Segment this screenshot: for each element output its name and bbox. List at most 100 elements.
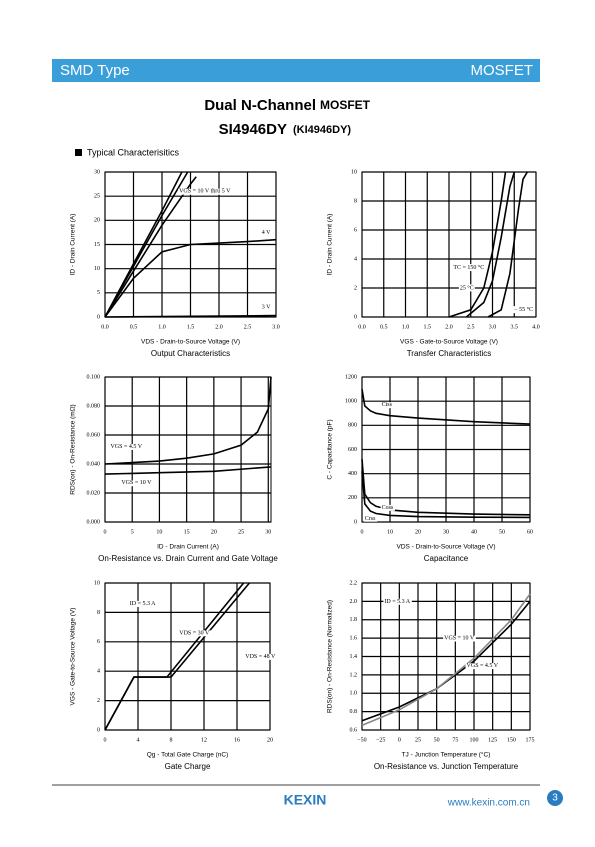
y-tick-label: 2 bbox=[354, 285, 357, 291]
annotation-bg bbox=[452, 264, 486, 272]
section-title: Typical Characterisitics bbox=[87, 147, 180, 157]
y-axis-label: ID - Drain Current (A) bbox=[70, 214, 77, 276]
annotation-bg bbox=[109, 443, 144, 450]
x-tick-label: 0.0 bbox=[358, 324, 366, 330]
page-badge bbox=[547, 790, 563, 806]
y-tick-label: 800 bbox=[348, 423, 357, 429]
y-tick-label: 15 bbox=[94, 242, 100, 248]
x-tick-label: 0 bbox=[104, 737, 107, 743]
x-tick-label: 0.5 bbox=[130, 324, 138, 330]
data-line bbox=[448, 171, 507, 318]
x-tick-label: 20 bbox=[415, 529, 421, 535]
annotation: VGS = 4.5 V bbox=[110, 444, 142, 450]
annotation: ID = 5.3 A bbox=[384, 599, 410, 605]
part-alt: (KI4946DY) bbox=[293, 124, 351, 136]
annotation-bg bbox=[178, 630, 212, 637]
y-tick-label: 4 bbox=[97, 669, 100, 675]
annotation-bg bbox=[443, 635, 476, 642]
header-left: SMD Type bbox=[60, 62, 130, 79]
x-tick-label: −25 bbox=[376, 737, 385, 743]
annotation: Ciss bbox=[382, 402, 393, 408]
data-line bbox=[104, 582, 245, 731]
bullet bbox=[75, 149, 82, 156]
title-suffix: MOSFET bbox=[320, 98, 371, 112]
x-tick-label: −50 bbox=[357, 737, 366, 743]
y-tick-label: 400 bbox=[348, 471, 357, 477]
header-right: MOSFET bbox=[471, 62, 534, 79]
x-tick-label: 30 bbox=[443, 529, 449, 535]
y-tick-label: 0 bbox=[354, 314, 357, 320]
data-line bbox=[104, 314, 277, 318]
y-tick-label: 6 bbox=[354, 227, 357, 233]
x-tick-label: 2.0 bbox=[445, 324, 453, 330]
x-tick-label: 8 bbox=[170, 737, 173, 743]
x-tick-label: 2.5 bbox=[467, 324, 475, 330]
x-tick-label: 2.0 bbox=[215, 324, 223, 330]
y-tick-label: 1000 bbox=[345, 399, 357, 405]
y-tick-label: 0.080 bbox=[87, 403, 101, 409]
x-tick-label: 4.0 bbox=[532, 324, 540, 330]
y-tick-label: 20 bbox=[94, 218, 100, 224]
annotation: 3 V bbox=[262, 305, 271, 311]
chart-title: Capacitance bbox=[424, 554, 469, 563]
y-tick-label: 30 bbox=[94, 169, 100, 175]
y-axis-label: RDS(on) - On-Resistance (mΩ) bbox=[70, 404, 77, 494]
annotation: ID = 5.3 A bbox=[130, 601, 156, 607]
annotation-bg bbox=[380, 402, 394, 409]
annotation-bg bbox=[363, 515, 378, 522]
annotation: VGS = 10 V thru 5 V bbox=[179, 189, 231, 195]
y-axis-label: ID - Drain Current (A) bbox=[327, 214, 334, 276]
x-tick-label: 20 bbox=[211, 529, 217, 535]
x-tick-label: 0 bbox=[361, 529, 364, 535]
y-tick-label: 8 bbox=[97, 610, 100, 616]
x-tick-label: 16 bbox=[234, 737, 240, 743]
data-line bbox=[104, 176, 197, 318]
y-tick-label: 1.0 bbox=[350, 691, 358, 697]
x-tick-label: 150 bbox=[507, 737, 516, 743]
annotation-bg bbox=[458, 284, 475, 292]
annotation: 4 V bbox=[262, 230, 271, 236]
x-axis-label: VDS - Drain-to-Source Voltage (V) bbox=[141, 339, 240, 346]
y-tick-label: 0 bbox=[97, 727, 100, 733]
data-line bbox=[104, 582, 251, 731]
x-tick-label: 4 bbox=[137, 737, 140, 743]
data-line bbox=[487, 171, 528, 318]
y-tick-label: 0 bbox=[354, 519, 357, 525]
data-line bbox=[361, 388, 531, 425]
x-tick-label: 25 bbox=[415, 737, 421, 743]
annotation: Crss bbox=[365, 516, 376, 522]
title: Dual N-Channel bbox=[204, 97, 316, 114]
y-tick-label: 0.100 bbox=[87, 374, 101, 380]
x-tick-label: 50 bbox=[499, 529, 505, 535]
annotation-bg bbox=[178, 188, 233, 195]
chart-title: On-Resistance vs. Drain Current and Gate… bbox=[98, 554, 278, 563]
x-tick-label: 175 bbox=[526, 737, 535, 743]
x-tick-label: 25 bbox=[238, 529, 244, 535]
y-tick-label: 25 bbox=[94, 194, 100, 200]
annotation: VDS = 30 V bbox=[179, 630, 210, 636]
x-axis-label: ID - Drain Current (A) bbox=[157, 544, 219, 551]
y-tick-label: 0.040 bbox=[87, 461, 101, 467]
annotation-bg bbox=[244, 653, 278, 660]
x-tick-label: 75 bbox=[452, 737, 458, 743]
x-axis-label: Qg - Total Gate Charge (nC) bbox=[147, 752, 229, 759]
footer-url: www.kexin.com.cn bbox=[447, 798, 530, 809]
chart-title: Output Characteristics bbox=[151, 349, 230, 358]
data-line bbox=[104, 238, 277, 318]
x-tick-label: 0 bbox=[104, 529, 107, 535]
x-tick-label: 50 bbox=[434, 737, 440, 743]
annotation: TC = 150 °C bbox=[453, 264, 484, 271]
annotation: VGS = 10 V bbox=[121, 480, 152, 486]
annotation-bg bbox=[120, 480, 154, 487]
annotation: − 55 °C bbox=[514, 306, 533, 313]
x-tick-label: 1.0 bbox=[158, 324, 166, 330]
annotation-bg bbox=[465, 663, 500, 670]
y-tick-label: 0.8 bbox=[350, 709, 358, 715]
data-line bbox=[361, 600, 531, 722]
y-tick-label: 0 bbox=[97, 314, 100, 320]
y-tick-label: 2 bbox=[97, 698, 100, 704]
y-tick-label: 2.0 bbox=[350, 599, 358, 605]
data-line bbox=[465, 171, 516, 318]
x-tick-label: 40 bbox=[471, 529, 477, 535]
